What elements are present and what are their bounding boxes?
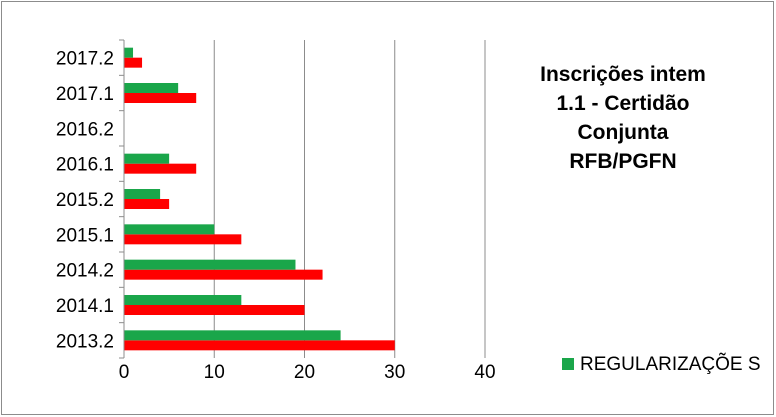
category-label-2017.1: 2017.1 xyxy=(56,84,114,105)
bar-regularizacoes-2017.1 xyxy=(124,83,179,93)
bar-regularizacoes-2016.1 xyxy=(124,153,170,164)
bar-red-2015.1 xyxy=(124,234,242,245)
x-tick-label-20: 20 xyxy=(294,362,315,383)
bar-regularizacoes-2014.2 xyxy=(124,259,296,270)
x-tick-label-30: 30 xyxy=(384,362,405,383)
bar-red-2016.1 xyxy=(124,163,197,174)
category-label-2014.2: 2014.2 xyxy=(56,261,114,282)
bar-red-2014.1 xyxy=(124,305,305,315)
category-label-2015.1: 2015.1 xyxy=(56,225,114,246)
category-label-2014.1: 2014.1 xyxy=(56,296,114,317)
chart-title: Inscrições intem 1.1 - Certidão Conjunta… xyxy=(540,63,706,173)
bar-regularizacoes-2015.1 xyxy=(124,224,215,235)
bar-regularizacoes-2015.2 xyxy=(124,189,161,199)
x-tick-label-0: 0 xyxy=(119,362,130,383)
category-label-2015.2: 2015.2 xyxy=(56,190,114,211)
bar-red-2017.2 xyxy=(124,57,143,68)
bar-regularizacoes-2013.2 xyxy=(124,330,341,341)
category-label-2017.2: 2017.2 xyxy=(56,49,114,70)
x-tick-label-40: 40 xyxy=(474,362,495,383)
category-label-2016.1: 2016.1 xyxy=(56,155,114,176)
legend-swatch-regularizacoes xyxy=(562,358,574,370)
x-tick-label-10: 10 xyxy=(204,362,225,383)
bar-red-2014.2 xyxy=(124,269,323,280)
legend: REGULARIZAÇÕE S xyxy=(562,351,772,378)
legend-label-regularizacoes: REGULARIZAÇÕE S xyxy=(580,354,761,375)
bar-red-2013.2 xyxy=(124,340,395,351)
bar-regularizacoes-2014.1 xyxy=(124,295,242,305)
bar-regularizacoes-2017.2 xyxy=(124,47,134,58)
category-label-2013.2: 2013.2 xyxy=(56,331,114,352)
category-label-2016.2: 2016.2 xyxy=(56,119,114,140)
bar-red-2017.1 xyxy=(124,93,197,103)
bar-red-2015.2 xyxy=(124,199,170,209)
